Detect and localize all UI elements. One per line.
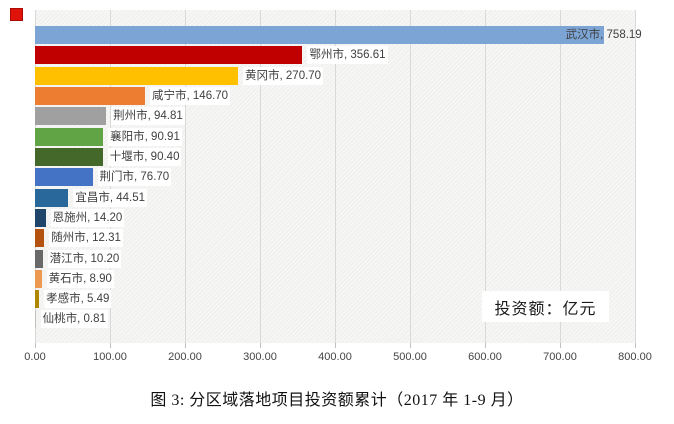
axis-tick-mark xyxy=(185,343,186,348)
axis-tick-mark xyxy=(560,343,561,348)
gridline xyxy=(410,10,411,343)
bar xyxy=(35,147,103,166)
x-axis-tick-label: 600.00 xyxy=(468,351,502,363)
axis-tick-mark xyxy=(110,343,111,348)
gridline xyxy=(485,10,486,343)
bar-label: 潜江市, 10.20 xyxy=(47,249,122,268)
bar xyxy=(35,66,239,85)
bar-label: 十堰市, 90.40 xyxy=(107,147,182,166)
bar-label: 恩施州, 14.20 xyxy=(50,208,125,227)
bar-label: 宜昌市, 44.51 xyxy=(73,188,148,207)
bar-label: 武汉市, 758.19 xyxy=(565,29,642,41)
axis-tick-mark xyxy=(485,343,486,348)
x-axis-tick-label: 400.00 xyxy=(318,351,352,363)
legend-label: 投资额：亿元 xyxy=(494,300,597,318)
bar-label: 随州市, 12.31 xyxy=(49,229,123,248)
bar xyxy=(35,26,604,44)
bar-label: 咸宁市, 146.70 xyxy=(150,86,231,105)
bar-label: 黄石市, 8.90 xyxy=(46,269,114,288)
red-marker-square xyxy=(10,8,23,21)
axis-tick-mark xyxy=(335,343,336,348)
bar-label: 孝感市, 5.49 xyxy=(44,290,112,309)
bar xyxy=(35,310,36,329)
bar xyxy=(35,188,69,207)
x-axis-tick-label: 300.00 xyxy=(243,351,277,363)
x-axis-tick-label: 100.00 xyxy=(93,351,127,363)
axis-tick-mark xyxy=(410,343,411,348)
gridline xyxy=(335,10,336,343)
gridline xyxy=(185,10,186,343)
x-axis-tick-label: 500.00 xyxy=(393,351,427,363)
bar xyxy=(35,46,303,65)
bar xyxy=(35,168,93,187)
bar-label: 荆门市, 76.70 xyxy=(97,168,172,187)
gridline xyxy=(560,10,561,343)
x-axis-tick-label: 0.00 xyxy=(24,351,46,363)
bar xyxy=(35,249,43,268)
figure-caption: 图 3: 分区域落地项目投资额累计（2017 年 1-9 月） xyxy=(150,392,524,409)
gridline xyxy=(260,10,261,343)
chart-plot-area: 武汉市, 758.19 鄂州市, 356.61 黄冈市, 270.70 咸宁市, 14… xyxy=(35,10,642,343)
gridline xyxy=(635,10,636,343)
legend-box: 投资额：亿元 xyxy=(482,291,609,322)
axis-tick-mark xyxy=(635,343,636,348)
bar xyxy=(35,86,146,105)
bar xyxy=(35,269,42,288)
bar xyxy=(35,127,104,146)
bar-label: 黄冈市, 270.70 xyxy=(243,66,324,85)
x-axis-tick-label: 800.00 xyxy=(618,351,652,363)
x-axis-tick-label: 700.00 xyxy=(543,351,577,363)
axis-tick-mark xyxy=(260,343,261,348)
x-axis-tick-label: 200.00 xyxy=(168,351,202,363)
bar xyxy=(35,229,45,248)
bar xyxy=(35,107,107,126)
bar-label: 仙桃市, 0.81 xyxy=(40,310,108,329)
bar xyxy=(35,208,46,227)
bar-label: 鄂州市, 356.61 xyxy=(307,46,388,65)
bar xyxy=(35,290,40,309)
bar-label: 荆州市, 94.81 xyxy=(111,107,185,126)
bar-label: 襄阳市, 90.91 xyxy=(108,127,182,146)
axis-tick-mark xyxy=(35,343,36,348)
